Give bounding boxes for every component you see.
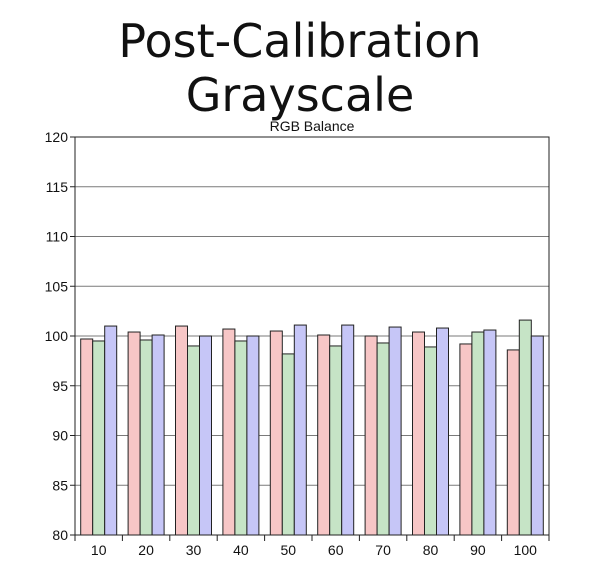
bar-60-series-3	[341, 324, 355, 536]
page-title: Post-Calibration Grayscale	[118, 14, 482, 122]
x-tick-label-20: 20	[138, 542, 154, 558]
bar-80-series-3	[436, 327, 449, 536]
bar-90-series-3	[483, 329, 497, 536]
x-tick-label-70: 70	[375, 542, 391, 558]
bar-60-series-1	[317, 334, 331, 536]
bar-100-series-3	[530, 335, 544, 536]
bar-10-series-2	[92, 340, 106, 536]
bar-20-series-1	[127, 331, 141, 536]
bar-90-series-1	[459, 343, 473, 536]
y-tick-label: 115	[46, 179, 69, 195]
bar-50-series-2	[281, 353, 295, 536]
bar-40-series-1	[222, 328, 236, 536]
y-tick-label: 95	[52, 378, 68, 394]
bar-70-series-1	[364, 335, 378, 536]
bar-70-series-3	[388, 326, 402, 536]
x-tick-label-90: 90	[470, 542, 486, 558]
bar-100-series-2	[518, 319, 532, 536]
bar-30-series-1	[175, 325, 188, 536]
y-tick-label: 85	[52, 477, 68, 493]
bar-80-series-1	[412, 331, 425, 536]
chart-title: RGB Balance	[270, 118, 355, 134]
x-tick-label-50: 50	[281, 542, 297, 558]
y-tick-label: 100	[45, 328, 69, 344]
x-tick-label-100: 100	[514, 542, 538, 558]
axes: 80 85 90 95 100 105 110 115 120 10 20 30 40 50 60 70 80 9…	[45, 129, 550, 558]
bar-10-series-3	[104, 325, 118, 536]
x-tick-label-60: 60	[328, 542, 344, 558]
y-tick-label: 110	[46, 229, 69, 245]
y-tick-label: 120	[45, 129, 69, 145]
bar-30-series-3	[199, 335, 212, 536]
bar-10-series-1	[80, 338, 94, 536]
x-tick-label-40: 40	[233, 542, 249, 558]
bar-30-series-2	[187, 345, 200, 536]
bar-80-series-2	[424, 346, 437, 536]
x-tick-label-30: 30	[186, 542, 202, 558]
x-tick-label-80: 80	[423, 542, 439, 558]
bar-90-series-2	[471, 331, 485, 536]
bars	[80, 319, 544, 536]
bar-60-series-2	[329, 345, 343, 536]
bar-40-series-3	[246, 335, 260, 536]
bar-20-series-2	[139, 339, 153, 536]
bar-50-series-3	[293, 324, 307, 536]
bar-40-series-2	[234, 340, 248, 536]
bar-100-series-1	[506, 349, 520, 536]
y-tick-label: 105	[45, 278, 69, 294]
y-tick-label: 80	[52, 527, 68, 543]
bar-20-series-3	[151, 334, 165, 536]
x-tick-label-10: 10	[91, 542, 107, 558]
y-tick-label: 90	[52, 428, 68, 444]
bar-50-series-1	[269, 330, 283, 536]
bar-70-series-2	[376, 342, 390, 536]
